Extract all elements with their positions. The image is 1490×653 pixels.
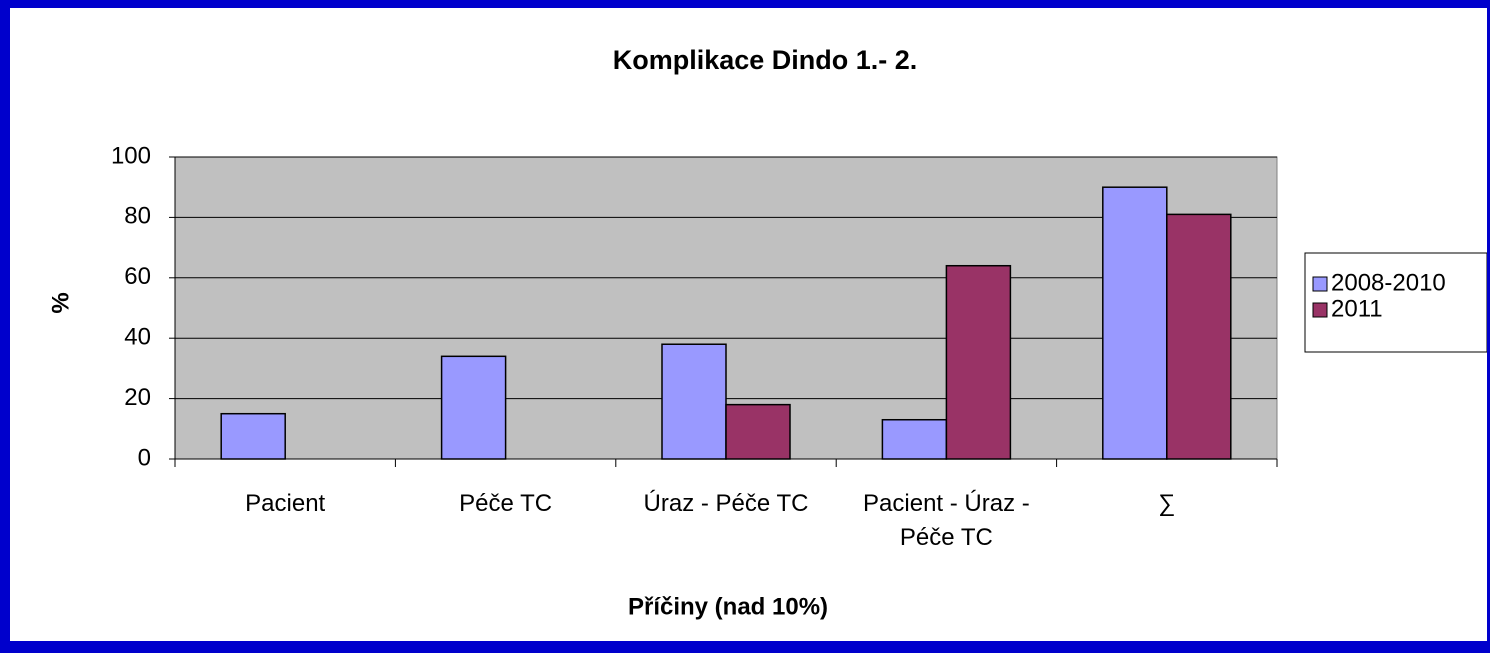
- bar: [220, 412, 286, 460]
- chart: Komplikace Dindo 1.- 2. Příčiny (nad 10%…: [47, 45, 1487, 620]
- y-tick-label: 0: [138, 444, 151, 471]
- x-tick-label: Úraz - Péče TC: [643, 490, 809, 517]
- legend-label: 2011: [1331, 295, 1383, 322]
- x-tick-label: ∑: [1158, 490, 1176, 517]
- x-tick-label: Pacient - Úraz - Péče TC: [863, 490, 1030, 551]
- bar: [1166, 213, 1232, 460]
- y-tick-label: 100: [111, 142, 151, 169]
- y-tick-label: 80: [124, 203, 151, 230]
- x-axis-label: Příčiny (nad 10%): [628, 593, 828, 620]
- bar: [1102, 186, 1168, 460]
- y-axis-label: %: [47, 292, 74, 313]
- bar: [881, 418, 948, 460]
- bar: [945, 264, 1012, 460]
- legend: [1304, 252, 1487, 353]
- bar: [661, 343, 727, 460]
- bar: [725, 403, 791, 460]
- y-tick-label: 60: [124, 263, 151, 290]
- x-tick-label: Pacient: [245, 490, 326, 517]
- legend-swatch: [1312, 276, 1328, 292]
- y-tick-label: 20: [124, 384, 151, 411]
- legend-swatch: [1312, 302, 1328, 318]
- x-tick-label: Péče TC: [459, 490, 553, 517]
- chart-title: Komplikace Dindo 1.- 2.: [613, 45, 918, 75]
- y-tick-label: 40: [124, 324, 151, 351]
- bar: [440, 355, 507, 460]
- chart-frame: Komplikace Dindo 1.- 2. Příčiny (nad 10%…: [10, 8, 1487, 641]
- legend-label: 2008-2010: [1331, 269, 1446, 296]
